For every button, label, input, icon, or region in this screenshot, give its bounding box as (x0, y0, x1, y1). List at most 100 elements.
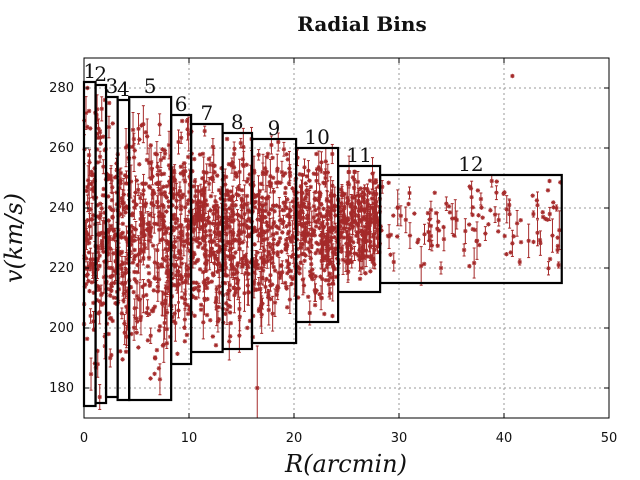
data-point (362, 239, 367, 244)
data-point (136, 345, 141, 350)
data-point (175, 191, 180, 197)
data-point (300, 190, 305, 196)
data-point (357, 193, 362, 198)
data-point (112, 175, 118, 180)
data-point (203, 253, 208, 258)
data-point (309, 233, 314, 238)
data-point (276, 139, 281, 145)
data-point (476, 213, 481, 218)
data-point (474, 238, 480, 243)
data-point (323, 159, 328, 164)
data-point (164, 341, 170, 346)
data-point (486, 222, 491, 227)
data-point (547, 211, 552, 217)
data-point (269, 142, 274, 148)
data-point (463, 228, 468, 234)
data-point (132, 148, 137, 153)
data-point (164, 209, 169, 214)
data-point (96, 311, 101, 316)
data-point (226, 161, 232, 167)
data-point (185, 154, 191, 160)
data-point (350, 195, 355, 200)
data-point (317, 211, 323, 216)
data-point (283, 237, 289, 243)
data-point (151, 306, 156, 311)
data-point (277, 236, 283, 241)
data-point (192, 313, 197, 318)
data-point (483, 231, 488, 236)
data-point (192, 156, 197, 162)
data-point (183, 205, 188, 210)
data-point (321, 206, 326, 211)
data-point (366, 226, 372, 232)
data-point (370, 171, 375, 176)
data-point (429, 243, 435, 248)
data-point (554, 205, 559, 211)
data-point (534, 198, 540, 203)
data-point (517, 259, 522, 265)
data-point (280, 230, 285, 235)
data-point (507, 202, 512, 208)
data-point (172, 244, 177, 249)
data-point (140, 192, 146, 197)
data-point (161, 222, 166, 227)
data-point (97, 154, 103, 159)
data-point (197, 267, 203, 272)
data-point (193, 194, 198, 199)
data-point (304, 174, 310, 179)
data-point (270, 282, 275, 287)
data-point (97, 394, 102, 400)
data-point (206, 181, 212, 187)
data-points (81, 73, 563, 419)
data-point (346, 216, 351, 221)
data-point (139, 230, 144, 236)
data-point (265, 223, 270, 228)
data-point (185, 311, 191, 317)
data-point (101, 301, 106, 306)
data-point (428, 233, 434, 239)
data-point (152, 356, 158, 361)
data-point (145, 264, 151, 269)
bin-label-11: 11 (346, 143, 371, 167)
data-point (403, 217, 409, 223)
data-point (229, 203, 235, 208)
data-point (301, 251, 307, 257)
data-point (185, 232, 190, 238)
data-point (211, 163, 216, 168)
data-point (179, 233, 185, 238)
data-point (331, 227, 336, 233)
data-point (551, 200, 556, 205)
data-point (135, 262, 140, 268)
data-point (173, 320, 178, 326)
data-point (194, 280, 199, 286)
data-point (297, 210, 302, 215)
data-point (303, 225, 308, 230)
data-point (312, 302, 318, 308)
data-point (155, 284, 160, 289)
data-point (227, 304, 233, 309)
x-axis-label: R(arcmin) (284, 450, 407, 478)
bin-label-6: 6 (175, 92, 188, 116)
data-point (368, 244, 373, 249)
data-point (110, 273, 116, 278)
data-point (164, 254, 170, 259)
data-point (131, 257, 137, 262)
data-point (175, 235, 181, 240)
data-point (264, 196, 270, 201)
data-point (207, 253, 212, 258)
data-point (307, 310, 312, 316)
data-point (134, 178, 139, 183)
data-point (267, 278, 272, 284)
data-point (361, 196, 366, 201)
data-point (386, 180, 391, 186)
data-point (205, 296, 210, 302)
data-point (266, 211, 271, 217)
data-point (123, 267, 129, 272)
data-point (358, 186, 363, 191)
data-point (545, 188, 551, 193)
data-point (227, 339, 232, 344)
data-point (97, 129, 103, 135)
data-point (205, 276, 210, 281)
data-point (276, 225, 281, 231)
